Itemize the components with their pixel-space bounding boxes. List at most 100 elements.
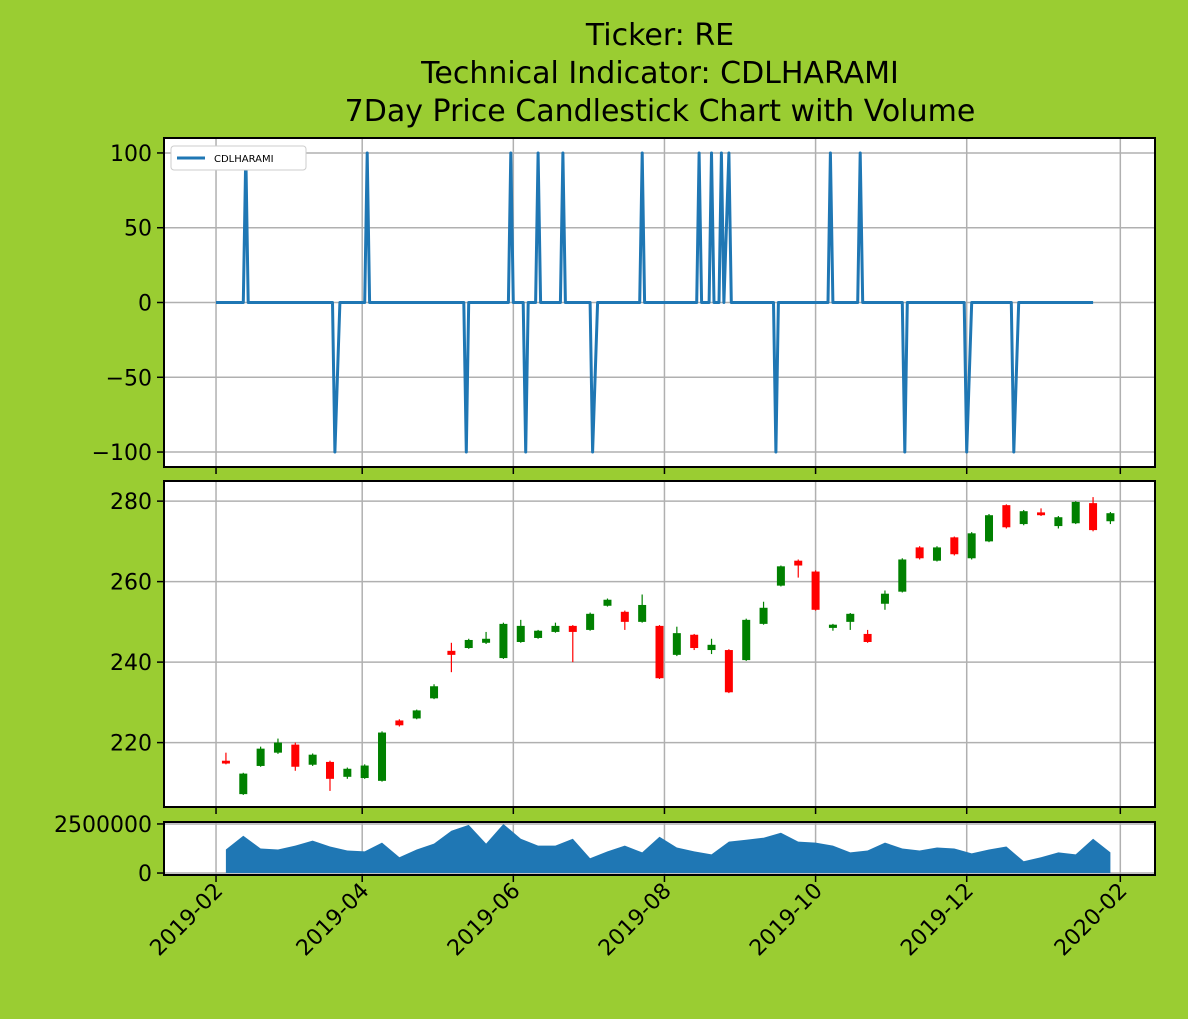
candle-up xyxy=(880,590,889,610)
candle-body xyxy=(221,760,230,764)
candle-body xyxy=(1071,501,1080,524)
candle-up xyxy=(828,623,837,631)
candle-up xyxy=(638,594,647,623)
candle-body xyxy=(412,710,421,719)
candle-body xyxy=(447,650,456,655)
candle-down xyxy=(811,570,820,611)
candle-body xyxy=(915,547,924,559)
candle-body xyxy=(690,634,699,649)
candle-down xyxy=(655,625,664,680)
candle-down xyxy=(950,536,959,556)
candle-down xyxy=(325,760,334,791)
candle-up xyxy=(586,612,595,631)
candle-up xyxy=(1019,509,1028,526)
candle-up xyxy=(551,622,560,633)
candle-body xyxy=(603,599,612,606)
candle-body xyxy=(794,560,803,566)
candle-body xyxy=(343,768,352,777)
candle-body xyxy=(638,604,647,622)
candle-body xyxy=(1106,513,1115,522)
candle-body xyxy=(811,571,820,610)
candle-body xyxy=(464,639,473,649)
candle-up xyxy=(308,753,317,766)
y-tick-label: 220 xyxy=(110,732,152,757)
candle-body xyxy=(1054,517,1063,527)
candle-body xyxy=(620,611,629,622)
candle-up xyxy=(1071,501,1080,525)
candle-down xyxy=(395,719,404,727)
candle-body xyxy=(378,732,387,781)
candle-up xyxy=(256,746,265,767)
candle-up xyxy=(534,629,543,639)
candle-body xyxy=(898,559,907,592)
candle-up xyxy=(516,619,525,643)
candle-up xyxy=(985,514,994,543)
candle-body xyxy=(239,773,248,795)
candle-body xyxy=(256,748,265,766)
candle-body xyxy=(742,619,751,661)
y-tick-label: 260 xyxy=(110,571,152,596)
candle-body xyxy=(586,613,595,630)
candle-up xyxy=(932,546,941,562)
title-line-2: Technical Indicator: CDLHARAMI xyxy=(420,56,899,91)
candle-body xyxy=(430,686,439,699)
candle-up xyxy=(776,565,785,587)
candle-down xyxy=(863,629,872,643)
volume-panel: 2500000 0 xyxy=(54,813,1156,887)
candle-body xyxy=(985,515,994,542)
candle-up xyxy=(412,709,421,720)
candle-body xyxy=(1037,512,1046,516)
candle-down xyxy=(690,633,699,651)
plot-border xyxy=(163,137,1156,468)
indicator-panel: 100 50 0 −50 −100 CDLHARAMI xyxy=(92,137,1156,474)
candle-body xyxy=(846,613,855,622)
y-tick-label: −100 xyxy=(92,441,152,466)
candle-body xyxy=(967,533,976,559)
candle-body xyxy=(672,633,681,655)
candle-up xyxy=(1054,516,1063,529)
price-panel: 280 260 240 220 xyxy=(110,480,1156,814)
candle-body xyxy=(568,625,577,632)
candle-body xyxy=(325,761,334,779)
y-tick-label: 0 xyxy=(138,292,152,317)
candle-up xyxy=(464,638,473,649)
volume-area xyxy=(225,824,1111,873)
candle-body xyxy=(308,754,317,765)
cdlharami-line xyxy=(216,151,1094,454)
candle-body xyxy=(759,607,768,624)
y-tick-label: −50 xyxy=(106,366,152,391)
candle-down xyxy=(1089,497,1098,532)
candle-down xyxy=(915,546,924,560)
y-tick-label: 100 xyxy=(110,142,152,167)
candle-up xyxy=(672,626,681,657)
candle-up xyxy=(898,558,907,593)
candle-down xyxy=(291,742,300,771)
candle-body xyxy=(828,624,837,628)
candle-up xyxy=(742,618,751,661)
y-tick-label: 280 xyxy=(110,490,152,515)
candle-up xyxy=(967,532,976,560)
plot-border xyxy=(163,480,1156,808)
candle-up xyxy=(273,738,282,754)
legend-label: CDLHARAMI xyxy=(214,154,274,165)
candle-down xyxy=(447,642,456,673)
candle-up xyxy=(360,764,369,779)
candle-body xyxy=(1089,503,1098,531)
candle-body xyxy=(863,633,872,642)
candle-down xyxy=(620,610,629,630)
candle-up xyxy=(603,598,612,607)
candle-up xyxy=(499,622,508,659)
candle-body xyxy=(1002,505,1011,528)
candle-up xyxy=(482,631,491,644)
candle-body xyxy=(950,537,959,555)
candle-body xyxy=(880,593,889,604)
title-line-3: 7Day Price Candlestick Chart with Volume xyxy=(345,94,976,129)
candle-body xyxy=(551,625,560,632)
candle-body xyxy=(291,744,300,767)
candle-body xyxy=(776,566,785,586)
candle-up xyxy=(759,601,768,625)
candle-body xyxy=(499,623,508,659)
y-tick-label: 240 xyxy=(110,651,152,676)
candle-up xyxy=(846,613,855,630)
